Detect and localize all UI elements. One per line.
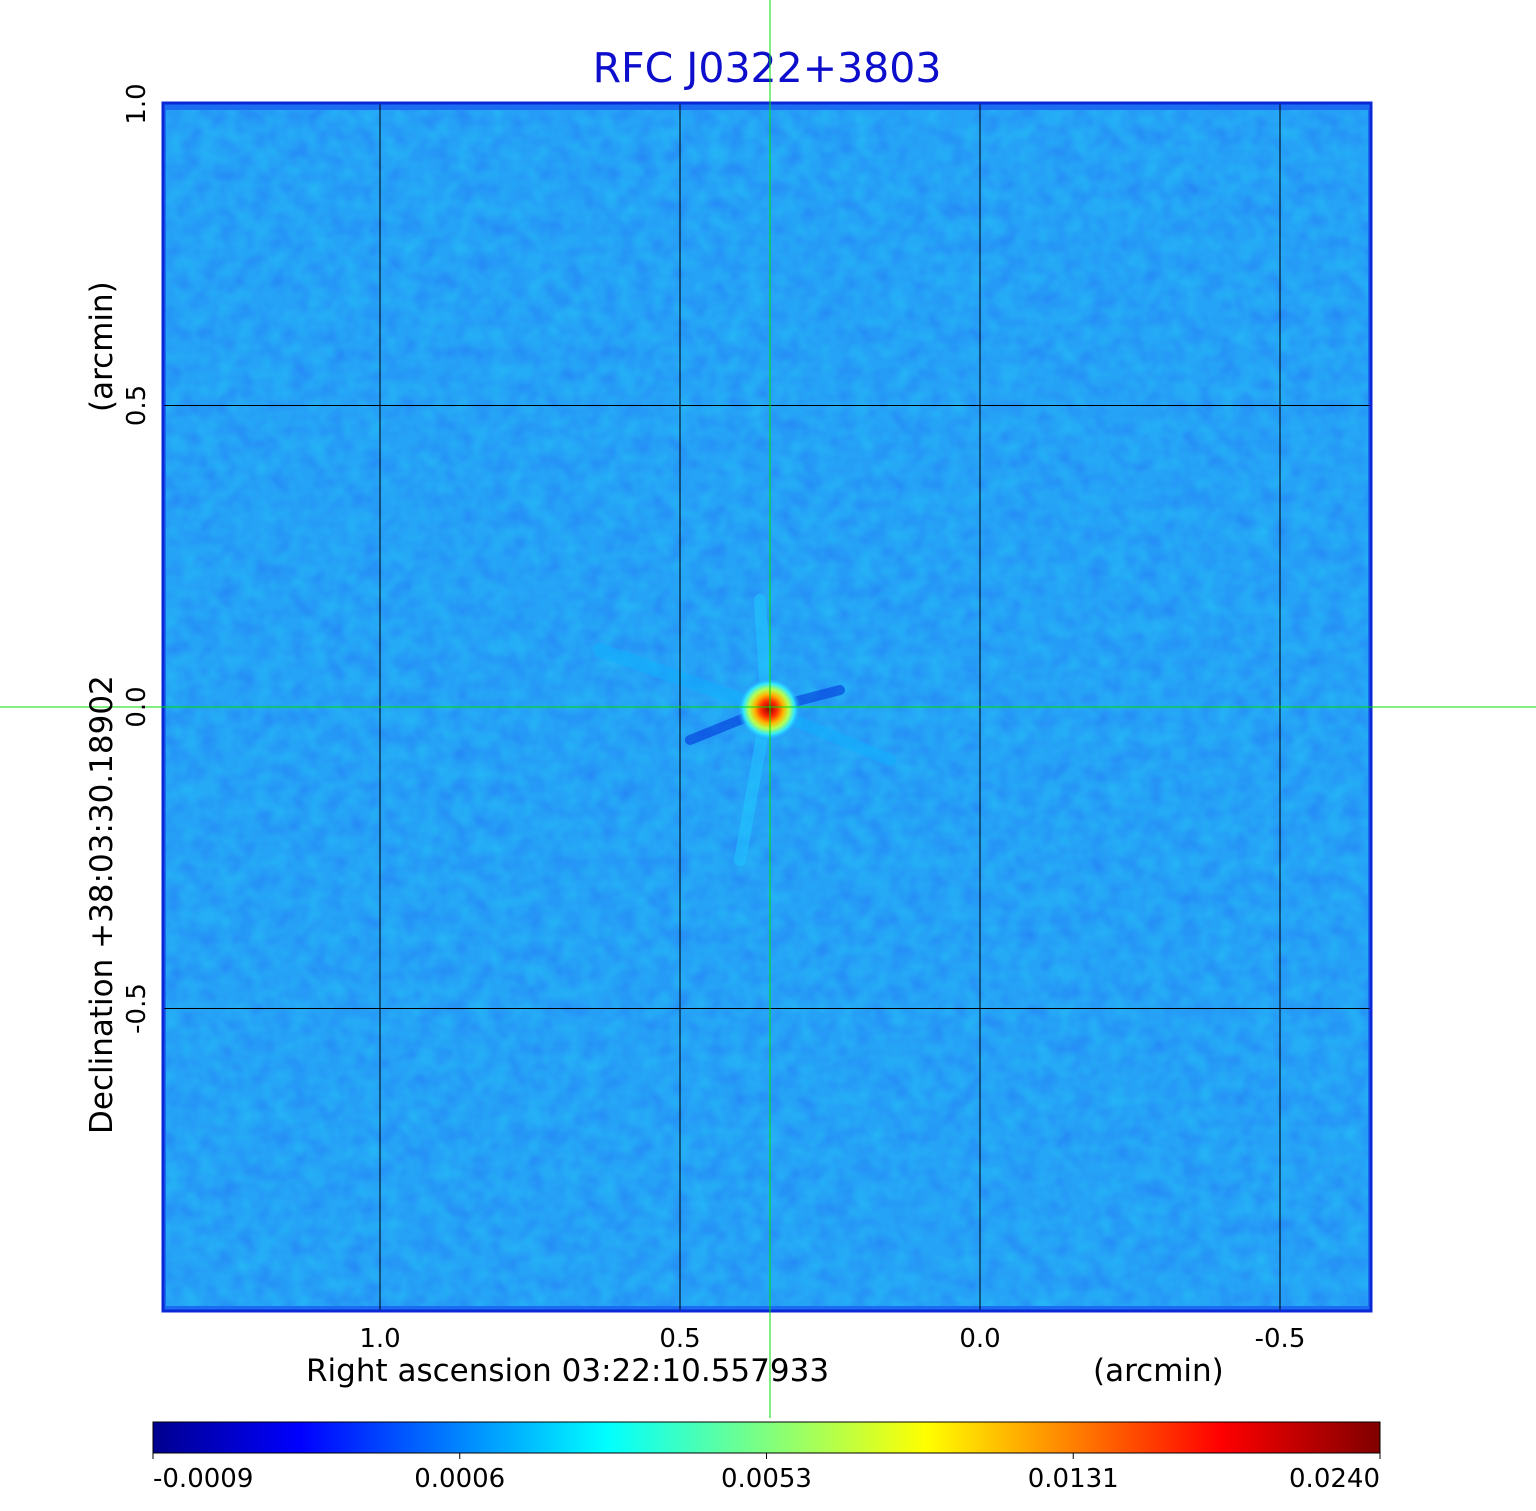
x-tick-label: -0.5: [1255, 1324, 1306, 1354]
y-tick-label: 0.5: [122, 385, 152, 426]
x-tick-labels: 1.0 0.5 0.0 -0.5: [359, 1324, 1305, 1354]
x-axis-label: Right ascension 03:22:10.557933: [306, 1353, 829, 1389]
y-tick-label: -0.5: [122, 983, 152, 1034]
x-axis-unit: (arcmin): [1093, 1353, 1224, 1389]
x-tick-label: 0.5: [659, 1324, 700, 1354]
colorbar-tick-label: 0.0131: [1028, 1464, 1119, 1494]
y-tick-labels: 1.0 0.5 0.0 -0.5: [122, 83, 152, 1034]
x-tick-label: 1.0: [359, 1324, 400, 1354]
colorbar-tick-label: 0.0053: [721, 1464, 812, 1494]
x-tick-label: 0.0: [959, 1324, 1000, 1354]
colorbar-tick-label: 0.0006: [414, 1464, 505, 1494]
crosshair: [0, 0, 1536, 1418]
y-tick-label: 1.0: [122, 83, 152, 124]
colorbar-tick-label: -0.0009: [153, 1464, 253, 1494]
colorbar-tick-label: 0.0240: [1289, 1464, 1380, 1494]
chart-title: RFC J0322+3803: [593, 44, 942, 92]
y-axis-label: Declination +38:03:30.18902: [84, 675, 120, 1134]
source-peak: [737, 677, 801, 741]
y-axis-unit: (arcmin): [84, 281, 120, 412]
colorbar-tick-labels: -0.0009 0.0006 0.0053 0.0131 0.0240: [152, 1453, 1381, 1494]
colorbar: [152, 1421, 1381, 1454]
y-tick-label: 0.0: [122, 686, 152, 727]
